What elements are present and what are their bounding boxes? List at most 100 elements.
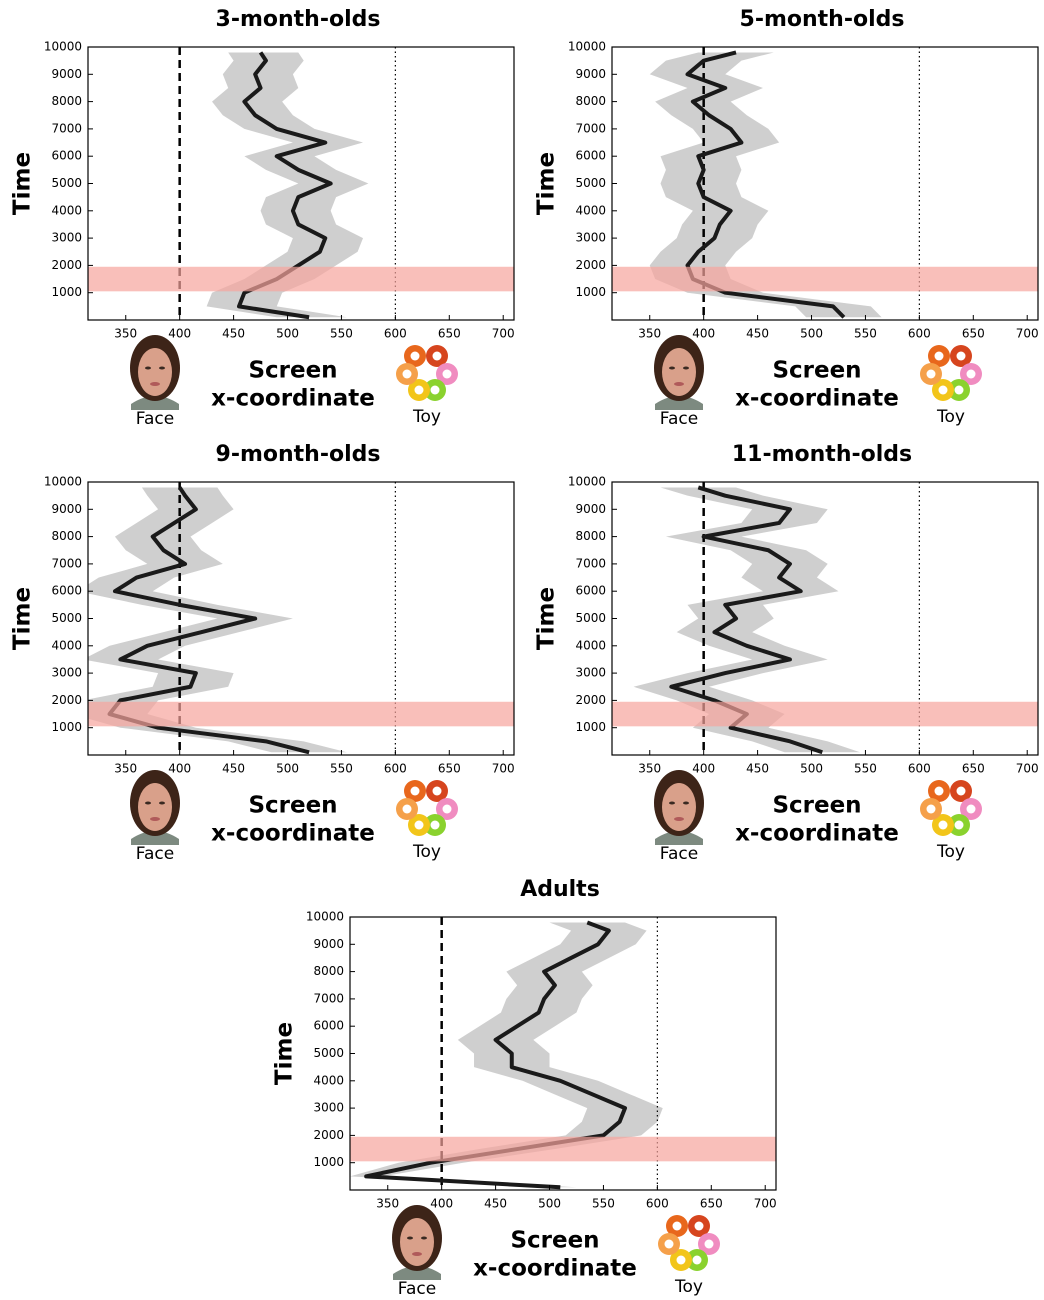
toy-hole [432, 351, 442, 361]
chart-panel: 350 400 450 500 550 600 650 700 1000 2000 3000 4000… [10, 442, 515, 864]
confidence-band [88, 487, 347, 753]
face-label: Face [136, 409, 174, 429]
confidence-band [633, 487, 861, 753]
y-tick-label: 2000 [51, 693, 82, 707]
toy-hole [430, 820, 440, 830]
face-eye [683, 801, 689, 805]
x-tick-label: 700 [1016, 327, 1039, 341]
x-tick-label: 650 [438, 762, 461, 776]
x-tick-label: 550 [854, 762, 877, 776]
x-tick-label: 650 [962, 762, 985, 776]
y-tick-label: 7000 [575, 121, 606, 135]
chart-title: 3-month-olds [216, 7, 381, 32]
chart-panel: 350 400 450 500 550 600 650 700 1000 2000 3000 4000… [10, 7, 515, 429]
y-tick-label: 3000 [51, 231, 82, 245]
face-icon [655, 396, 703, 410]
toy-hole [934, 786, 944, 796]
face-label: Face [660, 409, 698, 429]
x-tick-label: 500 [538, 1197, 561, 1211]
face-skin [138, 348, 172, 396]
face-eye [407, 1236, 413, 1240]
y-axis-label: Time [534, 587, 560, 650]
chart-title: 9-month-olds [216, 442, 381, 467]
toy-hole [672, 1221, 682, 1231]
face-mouth [150, 817, 160, 821]
x-axis-label: Screen [248, 793, 337, 819]
y-tick-label: 6000 [575, 584, 606, 598]
y-tick-label: 10000 [44, 475, 82, 489]
highlight-band [612, 266, 1038, 292]
x-tick-label: 600 [908, 327, 931, 341]
face-eye [145, 366, 151, 370]
y-tick-label: 9000 [313, 937, 344, 951]
y-tick-label: 4000 [313, 1073, 344, 1087]
toy-hole [694, 1221, 704, 1231]
x-tick-label: 550 [592, 1197, 615, 1211]
y-tick-label: 2000 [575, 693, 606, 707]
y-tick-label: 1000 [575, 285, 606, 299]
plot-area [88, 47, 514, 320]
toy-hole [414, 820, 424, 830]
x-tick-label: 450 [222, 762, 245, 776]
plot-area [350, 917, 776, 1190]
toy-hole [934, 351, 944, 361]
y-tick-label: 8000 [575, 529, 606, 543]
face-eye [683, 366, 689, 370]
x-tick-label: 650 [438, 327, 461, 341]
toy-hole [402, 804, 412, 814]
y-tick-label: 10000 [44, 40, 82, 54]
x-tick-label: 550 [330, 762, 353, 776]
chart-title: Adults [520, 877, 600, 902]
chart-title: 11-month-olds [732, 442, 912, 467]
y-tick-label: 5000 [313, 1046, 344, 1060]
x-tick-label: 400 [168, 762, 191, 776]
face-label: Face [398, 1279, 436, 1299]
x-axis-label: x-coordinate [473, 1256, 637, 1282]
toy-hole [938, 385, 948, 395]
x-tick-label: 350 [376, 1197, 399, 1211]
y-tick-label: 4000 [575, 638, 606, 652]
x-tick-label: 350 [114, 327, 137, 341]
x-tick-label: 350 [638, 327, 661, 341]
face-label: Face [136, 844, 174, 864]
x-tick-label: 450 [746, 762, 769, 776]
toy-hole [442, 369, 452, 379]
toy-label: Toy [936, 407, 965, 427]
y-tick-label: 2000 [51, 258, 82, 272]
x-tick-label: 400 [168, 327, 191, 341]
y-tick-label: 1000 [313, 1155, 344, 1169]
plot-area [612, 482, 1038, 755]
highlight-band [88, 701, 514, 727]
toy-hole [954, 820, 964, 830]
x-tick-label: 450 [746, 327, 769, 341]
face-eye [159, 366, 165, 370]
x-tick-label: 450 [222, 327, 245, 341]
toy-hole [956, 351, 966, 361]
toy-hole [414, 385, 424, 395]
y-tick-label: 5000 [51, 611, 82, 625]
x-tick-label: 400 [692, 762, 715, 776]
face-label: Face [660, 844, 698, 864]
y-tick-label: 9000 [51, 67, 82, 81]
y-axis-label: Time [10, 587, 36, 650]
chart-title: 5-month-olds [740, 7, 905, 32]
toy-hole [410, 786, 420, 796]
y-tick-label: 2000 [313, 1128, 344, 1142]
y-tick-label: 1000 [51, 720, 82, 734]
y-tick-label: 4000 [51, 203, 82, 217]
x-tick-label: 600 [908, 762, 931, 776]
confidence-band [206, 52, 369, 318]
confidence-band [350, 922, 663, 1188]
y-tick-label: 10000 [568, 40, 606, 54]
plot-area [612, 47, 1038, 320]
face-skin [662, 783, 696, 831]
toy-hole [938, 820, 948, 830]
y-tick-label: 6000 [575, 149, 606, 163]
x-axis-label: x-coordinate [735, 386, 899, 412]
x-tick-label: 600 [384, 327, 407, 341]
y-tick-label: 2000 [575, 258, 606, 272]
toy-hole [432, 786, 442, 796]
x-tick-label: 700 [754, 1197, 777, 1211]
face-icon [393, 1266, 441, 1280]
